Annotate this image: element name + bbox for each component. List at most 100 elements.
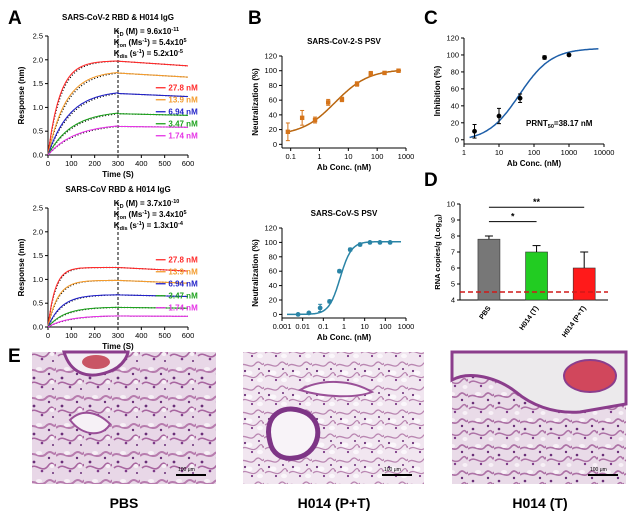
data-point (357, 242, 363, 247)
chart-b-sars-cov-psv: SARS-CoV-S PSV 0.001 0.01 0.1 1 10 100 1000 0 20 4… (251, 209, 414, 342)
x-tick-label: 0.001 (273, 322, 292, 331)
data-point (285, 129, 291, 135)
legend-label: 27.8 nM (168, 256, 198, 265)
panel-letter-a: A (8, 8, 22, 29)
chart-title: SARS-CoV-2-S PSV (307, 37, 381, 46)
kinetic-constant: KD (M) = 3.7x10-10 (114, 199, 180, 210)
x-tick-label: 100 (65, 159, 78, 168)
y-tick-label: 7 (451, 248, 455, 257)
legend-label: 13.9 nM (168, 96, 198, 105)
histology-image-h014-t: 100 μm (450, 350, 628, 484)
y-tick-label: 0 (273, 140, 277, 149)
y-tick-label: 120 (264, 52, 277, 61)
series-fit-line (47, 71, 188, 156)
x-axis-label: Time (S) (102, 170, 134, 179)
series-fit-line (47, 112, 189, 156)
data-point (542, 55, 547, 60)
x-tick-label: 200 (88, 159, 101, 168)
series-fit-line (47, 315, 188, 328)
data-point (377, 240, 383, 245)
y-axis-label: Neutralization (%) (251, 239, 260, 307)
x-axis-label: Ab Conc. (nM) (507, 159, 562, 168)
y-tick-label: 1.0 (33, 103, 43, 112)
histology-image-h014-pt: 100 μm (243, 352, 424, 484)
significance-label: * (511, 212, 515, 222)
y-tick-label: 80 (269, 81, 277, 90)
x-tick-label: 1 (462, 148, 466, 157)
y-tick-label: 0.0 (33, 323, 43, 332)
chart-b-sars-cov-2-psv: SARS-CoV-2-S PSV 0.1 1 10 100 1000 0 20 40 60 80 10… (251, 37, 414, 172)
kinetic-constant: KD (M) = 9.6x10-11 (114, 27, 179, 38)
y-tick-label: 40 (269, 110, 277, 119)
prnt50-annotation: PRNT50=38.17 nM (526, 119, 593, 130)
x-tick-label: 10 (495, 148, 503, 157)
y-tick-label: 80 (269, 252, 277, 261)
y-tick-label: 9 (451, 216, 455, 225)
legend-label: 1.74 nM (168, 132, 198, 141)
data-point (327, 299, 332, 304)
x-tick-label: 1000 (398, 322, 415, 331)
series-raw-trace (47, 113, 189, 156)
y-tick-label: 40 (269, 281, 277, 290)
data-point (299, 115, 305, 121)
chart-a-sars-cov-2-bli: SARS-CoV-2 RBD & H014 IgG 0 100 200 300 400 50… (17, 13, 198, 179)
y-tick-label: 0.0 (33, 151, 43, 160)
bar (572, 267, 596, 301)
chart-title: SARS-CoV-S PSV (311, 209, 378, 218)
legend-label: 6.94 nM (168, 108, 198, 117)
y-tick-label: 8 (451, 232, 455, 241)
y-tick-label: 100 (446, 50, 459, 59)
series-fit-line (47, 279, 188, 328)
y-axis-label: Inhibition (%) (433, 65, 442, 116)
y-tick-label: 80 (451, 67, 459, 76)
y-tick-label: 20 (269, 296, 277, 305)
data-point (306, 310, 312, 316)
y-axis-label: Response (nm) (17, 66, 26, 124)
data-point (367, 240, 373, 245)
y-tick-label: 1.5 (33, 251, 43, 260)
series-fit-line (47, 125, 188, 156)
chart-title: SARS-CoV-2 RBD & H014 IgG (62, 13, 174, 22)
x-tick-label: 10 (344, 152, 352, 161)
x-tick-label: 0.1 (285, 152, 295, 161)
x-axis-label: Ab Conc. (nM) (317, 163, 372, 172)
panel-letter-b: B (248, 8, 262, 29)
data-point (354, 81, 360, 87)
fit-curve (287, 240, 401, 316)
x-tick-label: 400 (135, 331, 148, 340)
legend-label: 27.8 nM (168, 84, 198, 93)
data-point (337, 268, 342, 274)
data-point (368, 71, 373, 76)
x-tick-label: 0 (46, 159, 50, 168)
data-point (325, 100, 331, 105)
kinetic-constant: Kon (Ms-1) = 5.4x105 (114, 38, 187, 49)
y-tick-label: 10 (447, 200, 455, 209)
panel-letter-e: E (8, 346, 21, 367)
data-point (387, 240, 393, 245)
series-fit-line (47, 60, 189, 156)
caption-h014-t: H014 (T) (512, 495, 567, 511)
panel-letter-d: D (424, 170, 438, 191)
caption-pbs: PBS (110, 495, 139, 511)
caption-h014-pt: H014 (P+T) (298, 495, 371, 511)
y-tick-label: 2.0 (33, 55, 43, 64)
x-tick-label: 0 (46, 331, 50, 340)
y-tick-label: 1.0 (33, 275, 43, 284)
data-point (382, 70, 387, 76)
x-tick-label: 0.01 (295, 322, 310, 331)
data-point (347, 247, 353, 253)
data-point (517, 95, 523, 101)
histology-scalebar-pt: 100 μm (384, 467, 401, 473)
y-axis-label: Response (nm) (17, 238, 26, 296)
data-point (339, 97, 345, 102)
x-tick-label: 500 (158, 331, 171, 340)
kinetic-constant: Kdis (s-1) = 1.3x10-4 (114, 221, 184, 232)
x-tick-label: H014 (P+T) (561, 305, 588, 339)
data-point (317, 305, 323, 311)
x-tick-label: 200 (88, 331, 101, 340)
chart-c-prnt: 1 10 100 1000 10000 0 20 40 60 80 100 120 Ab Conc. (… (433, 34, 614, 169)
x-tick-label: 100 (379, 322, 392, 331)
x-tick-label: 100 (65, 331, 78, 340)
y-tick-label: 100 (264, 66, 277, 75)
